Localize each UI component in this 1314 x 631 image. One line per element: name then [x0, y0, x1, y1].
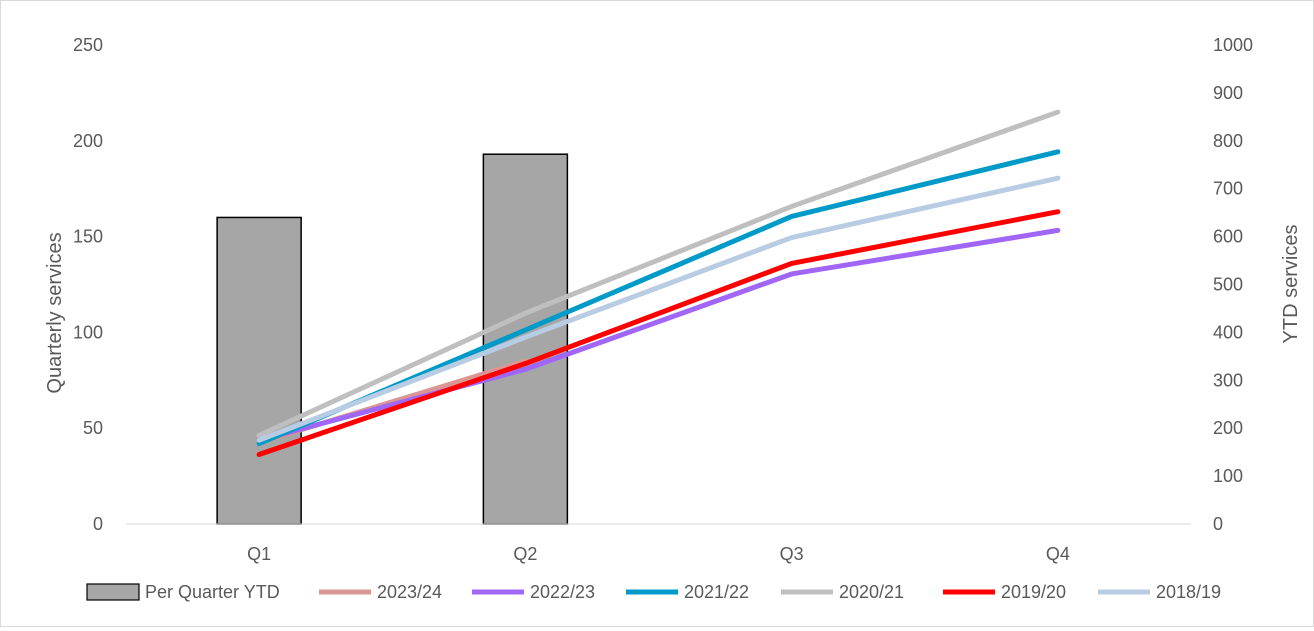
legend-entry: 2022/23 [530, 582, 595, 602]
right-axis-ticks: 0 100 200 300 400 500 600 700 800 900 1000 [1213, 35, 1253, 534]
category-axis-ticks: Q1 Q2 Q3 Q4 [247, 544, 1070, 564]
right-tick-label: 300 [1213, 370, 1243, 390]
series-line [256, 227, 1061, 443]
right-tick-label: 800 [1213, 131, 1243, 151]
series-line [256, 109, 1061, 438]
right-tick-label: 400 [1213, 322, 1243, 342]
left-tick-label: 250 [73, 35, 103, 55]
category-tick-label: Q1 [247, 544, 271, 564]
lines-layer [256, 109, 1061, 458]
right-tick-label: 100 [1213, 466, 1243, 486]
right-tick-label: 200 [1213, 418, 1243, 438]
bars-layer [216, 153, 569, 525]
right-tick-label: 700 [1213, 179, 1243, 199]
right-axis-title: YTD services [1280, 225, 1302, 344]
right-tick-label: 0 [1213, 514, 1223, 534]
left-tick-label: 50 [83, 418, 103, 438]
left-axis-title: Quarterly services [44, 232, 66, 393]
legend-entry: 2023/24 [377, 582, 442, 602]
legend: Per Quarter YTD 2023/24 2022/23 2021/22 2020… [86, 582, 1221, 602]
category-tick-label: Q2 [513, 544, 537, 564]
series-line [256, 149, 1061, 447]
legend-entry: 2019/20 [1001, 582, 1066, 602]
left-tick-label: 100 [73, 322, 103, 342]
right-tick-label: 600 [1213, 227, 1243, 247]
left-tick-label: 0 [93, 514, 103, 534]
right-tick-label: 1000 [1213, 35, 1253, 55]
legend-entry: 2020/21 [839, 582, 904, 602]
right-tick-label: 500 [1213, 275, 1243, 295]
series-line [256, 209, 1061, 458]
legend-swatch [86, 583, 140, 601]
series-line [256, 175, 1061, 443]
category-tick-label: Q4 [1046, 544, 1070, 564]
legend-entry: 2018/19 [1156, 582, 1221, 602]
left-tick-label: 200 [73, 131, 103, 151]
right-tick-label: 900 [1213, 83, 1243, 103]
bar [216, 216, 302, 525]
category-tick-label: Q3 [780, 544, 804, 564]
legend-entry: Per Quarter YTD [145, 582, 280, 602]
left-tick-label: 150 [73, 227, 103, 247]
left-axis-ticks: 0 50 100 150 200 250 [73, 35, 103, 534]
legend-entry: 2021/22 [684, 582, 749, 602]
